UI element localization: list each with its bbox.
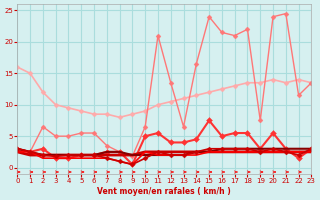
X-axis label: Vent moyen/en rafales ( km/h ): Vent moyen/en rafales ( km/h ) (98, 187, 231, 196)
